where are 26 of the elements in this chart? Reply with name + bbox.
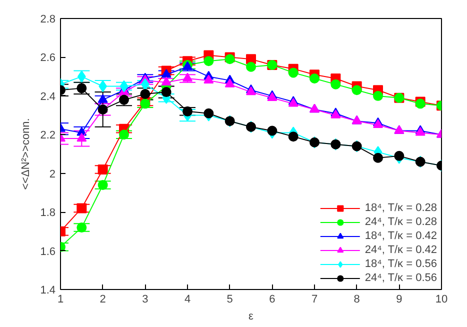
legend-label: 18⁴, T/κ = 0.56 bbox=[364, 257, 437, 271]
y-tick-label: 2.4 bbox=[40, 90, 56, 103]
x-tick-label: 10 bbox=[435, 294, 448, 306]
y-tick-label: 1.6 bbox=[40, 246, 56, 258]
x-tick-label: 1 bbox=[57, 294, 64, 306]
y-axis-title: <<ΔN²>>conn. bbox=[20, 118, 32, 190]
x-tick-label: 9 bbox=[396, 294, 402, 306]
y-tick-label: 1.8 bbox=[40, 207, 56, 220]
x-tick-label: 4 bbox=[184, 294, 191, 306]
x-tick-label: 3 bbox=[142, 294, 148, 306]
x-tick-label: 8 bbox=[354, 294, 360, 306]
x-tick-label: 7 bbox=[311, 294, 318, 306]
y-tick-label: 2.8 bbox=[40, 14, 56, 26]
y-tick-label: 1.4 bbox=[40, 284, 56, 296]
x-axis-title: ε bbox=[248, 310, 254, 322]
x-tick-label: 2 bbox=[100, 294, 106, 306]
legend-label: 18⁴, T/κ = 0.42 bbox=[364, 229, 437, 243]
legend-label: 24⁴, T/κ = 0.56 bbox=[364, 271, 437, 285]
x-tick-label: 5 bbox=[226, 294, 233, 306]
x-tick-label: 6 bbox=[269, 294, 276, 306]
y-tick-label: 2 bbox=[49, 168, 56, 180]
y-tick-label: 2.2 bbox=[40, 130, 56, 142]
y-tick-label: 2.6 bbox=[40, 52, 56, 64]
legend-label: 24⁴, T/κ = 0.28 bbox=[364, 215, 437, 229]
legend-label: 18⁴, T/κ = 0.28 bbox=[364, 201, 437, 215]
legend-label: 24⁴, T/κ = 0.42 bbox=[364, 243, 437, 257]
